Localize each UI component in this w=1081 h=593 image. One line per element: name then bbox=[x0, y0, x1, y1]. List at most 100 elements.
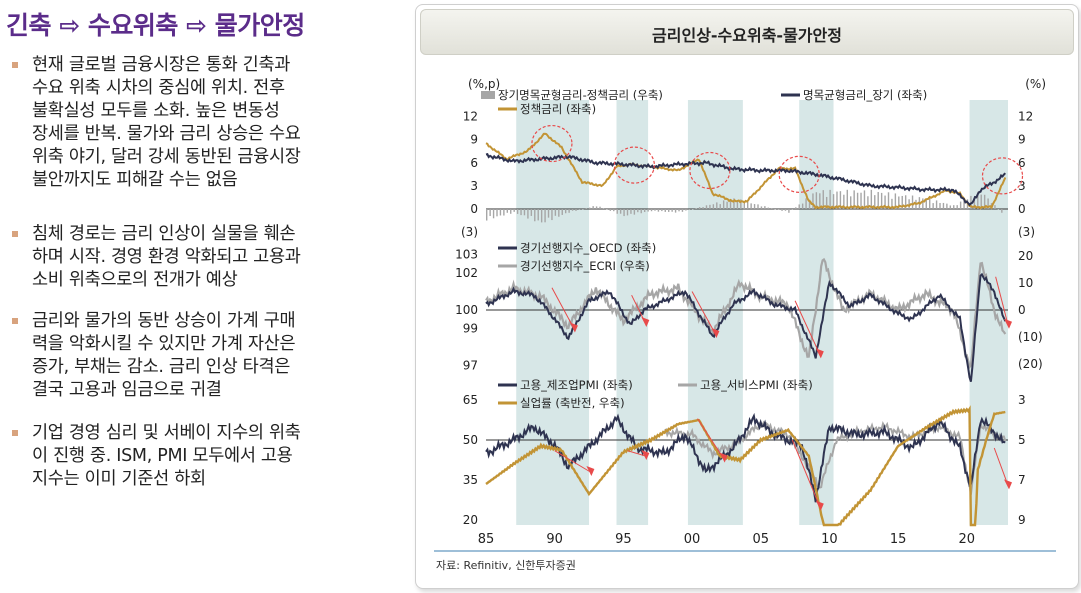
y-tick-label: 6 bbox=[470, 156, 478, 170]
spread-bar bbox=[953, 205, 955, 209]
series-long-rate bbox=[485, 153, 1007, 207]
spread-bar bbox=[650, 209, 653, 212]
y-tick-label: (3) bbox=[461, 225, 478, 239]
spread-bar bbox=[616, 209, 618, 214]
y-tick-label: 0 bbox=[1018, 202, 1026, 216]
spread-bar bbox=[623, 209, 625, 217]
trend-arrow bbox=[554, 450, 591, 473]
spread-bar bbox=[874, 195, 876, 209]
x-tick-label: 95 bbox=[615, 532, 632, 547]
highlight-circle bbox=[778, 155, 820, 193]
spread-bar bbox=[486, 209, 488, 221]
spread-bar bbox=[877, 192, 879, 209]
x-tick-label: 85 bbox=[478, 532, 495, 547]
spread-bar bbox=[534, 209, 536, 222]
spread-bar bbox=[798, 204, 800, 209]
right-unit-label: (%) bbox=[1025, 77, 1046, 91]
series-oecd bbox=[485, 272, 1007, 382]
spread-bar bbox=[856, 192, 859, 209]
spread-bar bbox=[678, 209, 680, 212]
trend-arrow-head bbox=[586, 466, 595, 476]
spread-bar bbox=[568, 209, 570, 213]
highlight-circle bbox=[613, 146, 655, 184]
spread-bar bbox=[578, 209, 581, 210]
spread-bar bbox=[846, 189, 848, 209]
spread-bar bbox=[575, 209, 577, 211]
spread-bar bbox=[819, 193, 821, 209]
spread-bar bbox=[867, 196, 869, 209]
trend-arrow-head bbox=[1004, 479, 1012, 490]
legend-label: 고용_서비스PMI (좌축) bbox=[700, 378, 813, 392]
spread-bar bbox=[784, 209, 787, 211]
bullet-line: 침체 경로는 금리 인상이 실물을 훼손 bbox=[32, 224, 296, 244]
trend-arrow-head bbox=[641, 316, 650, 327]
bullet-line: 결국 고용과 임금으로 귀결 bbox=[32, 380, 222, 400]
series-mfg-pmi bbox=[485, 412, 1006, 503]
spread-bar bbox=[540, 209, 543, 223]
y-tick-label: 12 bbox=[463, 110, 478, 124]
spread-bar bbox=[870, 189, 873, 209]
page-title: 긴축 ⇨ 수요위축 ⇨ 물가안정 bbox=[6, 11, 305, 40]
y-tick-label: 20 bbox=[1018, 249, 1033, 263]
spread-bar bbox=[726, 201, 728, 209]
spread-bar bbox=[908, 199, 910, 209]
spread-bar bbox=[860, 192, 862, 209]
y-tick-label: 100 bbox=[455, 303, 478, 317]
bullet-line: 현재 글로벌 금융시장은 통화 긴축과 bbox=[32, 55, 291, 75]
trend-arrow bbox=[993, 447, 1009, 486]
spread-bar bbox=[795, 207, 797, 209]
spread-bar bbox=[551, 209, 553, 221]
x-tick-label: 10 bbox=[821, 532, 838, 547]
legend-swatch-bar bbox=[481, 91, 495, 99]
trend-arrow-head bbox=[711, 328, 720, 339]
spread-bar bbox=[523, 209, 526, 216]
bullet-marker bbox=[12, 318, 18, 324]
spread-bar bbox=[668, 209, 670, 212]
source-note: 자료: Refinitiv, 신한투자증권 bbox=[436, 559, 576, 572]
spread-bar bbox=[698, 207, 701, 209]
spread-bar bbox=[692, 209, 694, 210]
trend-arrow bbox=[551, 287, 575, 329]
spread-bar bbox=[592, 206, 594, 209]
series-ecri bbox=[485, 257, 1007, 370]
y-tick-label: 6 bbox=[1018, 156, 1026, 170]
spread-bar bbox=[664, 209, 666, 212]
spread-bar bbox=[606, 209, 608, 210]
spread-bar bbox=[489, 209, 491, 217]
spread-bar bbox=[510, 209, 512, 214]
spread-bar bbox=[760, 206, 763, 209]
trend-arrow-head bbox=[641, 450, 650, 460]
spread-bar bbox=[499, 209, 502, 216]
bullet-1: 현재 글로벌 금융시장은 통화 긴축과 수요 위축 시차의 중심에 위치. 전후 불… bbox=[12, 54, 384, 192]
y-tick-label: 5 bbox=[1018, 433, 1026, 447]
bullet-line: 력을 악화시킬 수 있지만 가계 자산은 bbox=[32, 334, 296, 354]
highlight-circle bbox=[981, 157, 1024, 195]
spread-bar bbox=[963, 200, 965, 209]
spread-bar bbox=[942, 202, 945, 209]
spread-bar bbox=[843, 194, 845, 209]
legend-label: 경기선행지수_OECD (좌축) bbox=[520, 241, 656, 255]
chart-card: 금리인상-수요위축-물가안정 (%,p) (%) 12 9 6 3 0 (3) 12 9 6 3 0 (3… bbox=[415, 4, 1079, 589]
y-tick-label: 20 bbox=[463, 513, 478, 527]
spread-bar bbox=[932, 203, 934, 209]
bullet-line: 증가, 부채는 감소. 금리 인상 타격은 bbox=[32, 357, 291, 377]
bullet-marker bbox=[12, 231, 18, 237]
spread-bar bbox=[643, 209, 646, 213]
spread-bar bbox=[681, 209, 684, 212]
spread-bar bbox=[630, 209, 632, 214]
spread-bar bbox=[973, 198, 976, 209]
spread-bar bbox=[922, 198, 924, 209]
trend-arrow bbox=[791, 439, 821, 507]
spread-bar bbox=[613, 209, 615, 212]
y-tick-label: (20) bbox=[1018, 357, 1043, 371]
y-tick-label: 0 bbox=[1018, 303, 1026, 317]
spread-bar bbox=[949, 205, 952, 209]
bullet-line: 금리와 물가의 동반 상승이 가계 구매 bbox=[32, 311, 296, 331]
spread-bar bbox=[503, 209, 505, 216]
spread-bar bbox=[736, 201, 739, 209]
spread-bar bbox=[959, 201, 962, 209]
bullet-line: 하며 시작. 경영 환경 악화되고 고용과 bbox=[32, 247, 301, 267]
spread-bar bbox=[599, 206, 601, 209]
